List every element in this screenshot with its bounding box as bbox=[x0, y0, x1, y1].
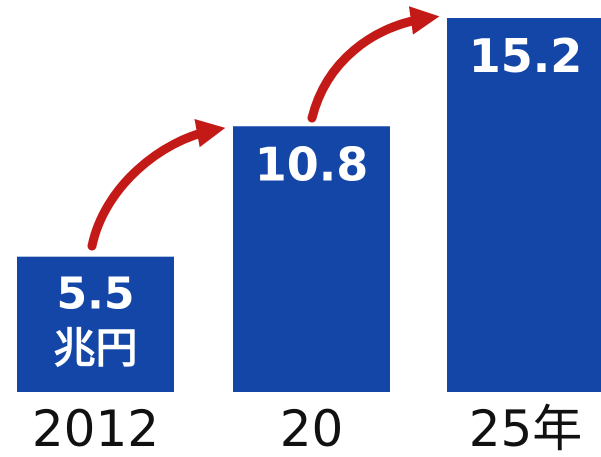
bar-2012 bbox=[17, 256, 174, 392]
bar-value-label-2012: 5.5 bbox=[57, 269, 135, 320]
x-tick-label-2025: 25年 bbox=[469, 400, 583, 457]
trend-arrow-icon bbox=[307, 6, 440, 123]
bar-value-label-2025: 15.2 bbox=[469, 29, 583, 83]
bar-value-label-2020: 10.8 bbox=[255, 137, 369, 191]
bar-unit-label: 兆円 bbox=[53, 324, 137, 373]
bar-2025 bbox=[447, 18, 601, 392]
bar-2020 bbox=[233, 126, 390, 393]
trend-arrow-icon bbox=[87, 119, 226, 251]
x-tick-label-2012: 2012 bbox=[32, 400, 159, 457]
x-tick-label-2020: 20 bbox=[280, 400, 344, 457]
